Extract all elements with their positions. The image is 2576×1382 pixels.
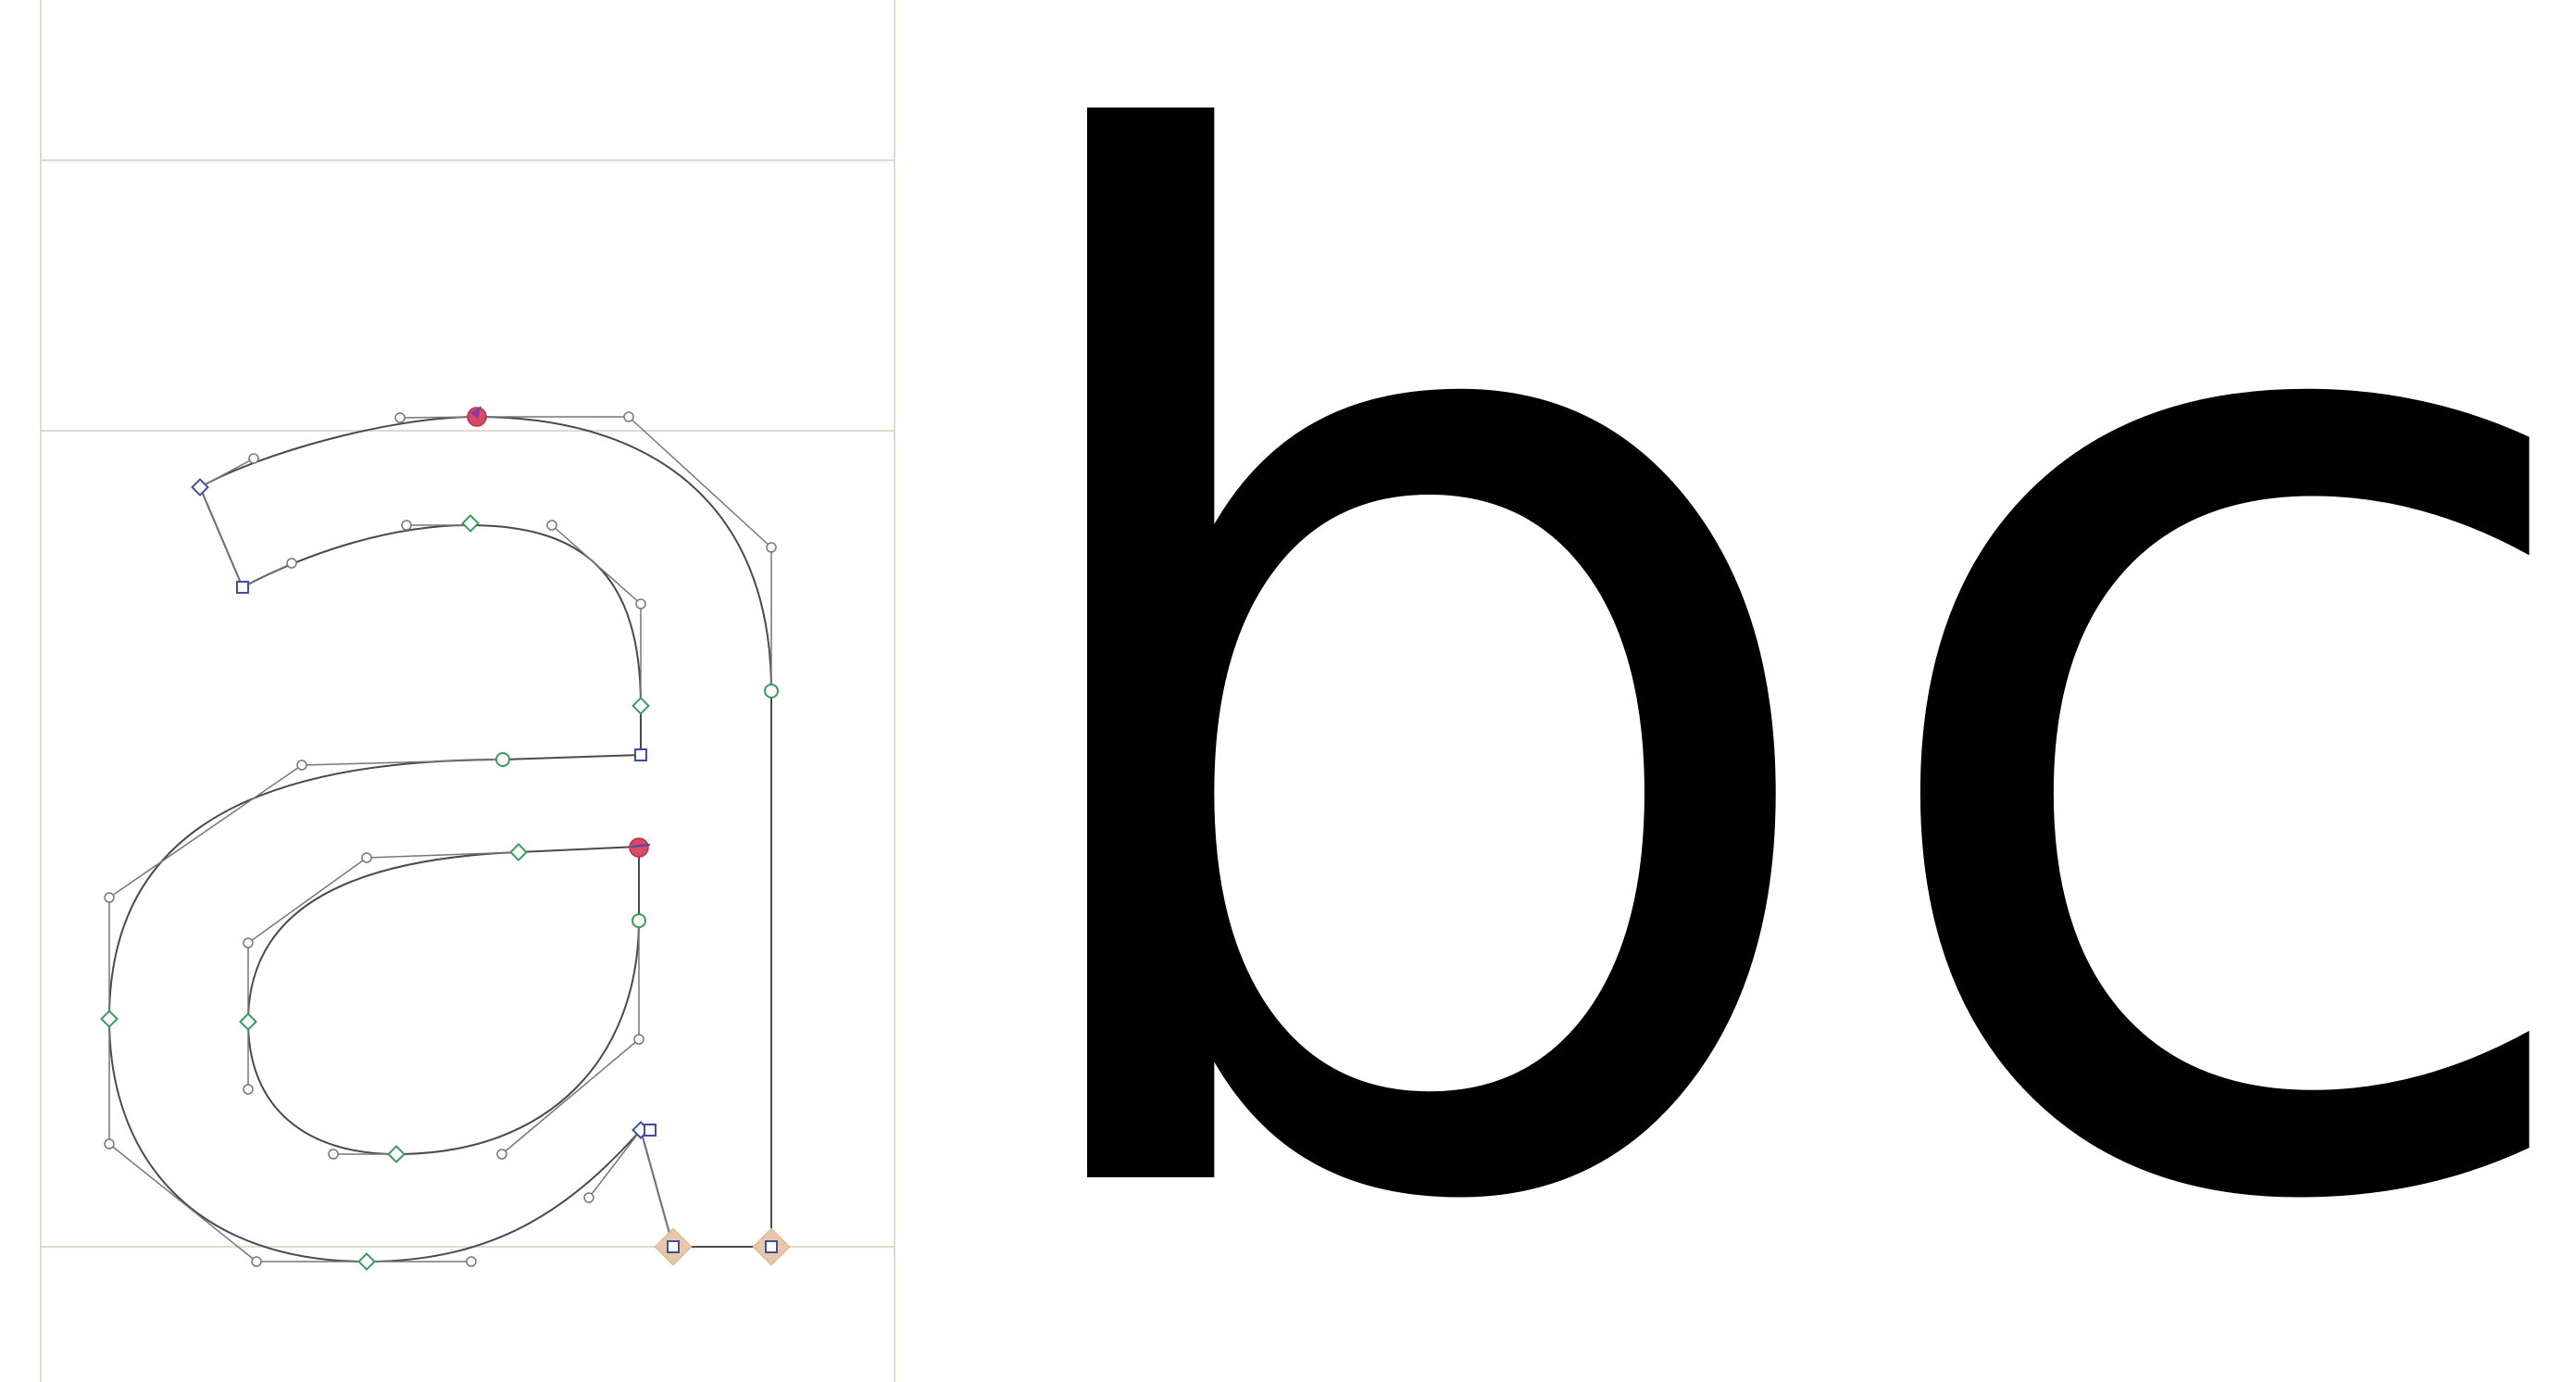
off-curve-point[interactable]: [624, 412, 633, 421]
off-curve-points[interactable]: [105, 412, 776, 1266]
preview-glyph-c: c: [1843, 0, 2576, 1382]
smooth-point[interactable]: [359, 1254, 375, 1270]
smooth-point[interactable]: [765, 685, 778, 697]
off-curve-point[interactable]: [767, 543, 776, 552]
off-curve-point[interactable]: [497, 1150, 506, 1159]
corner-point[interactable]: [193, 480, 208, 496]
off-curve-point[interactable]: [249, 454, 258, 463]
off-curve-point[interactable]: [244, 1085, 253, 1094]
preview-glyph-b: b: [959, 0, 1853, 1382]
off-curve-point[interactable]: [395, 413, 405, 422]
off-curve-point[interactable]: [287, 559, 296, 568]
smooth-point[interactable]: [389, 1147, 405, 1162]
smooth-point[interactable]: [511, 845, 527, 861]
corner-point[interactable]: [644, 1124, 656, 1136]
smooth-point[interactable]: [496, 753, 509, 766]
glyph-a-outline: [109, 417, 771, 1262]
handle-lines: [109, 417, 771, 1262]
smooth-point[interactable]: [633, 698, 649, 714]
smooth-point[interactable]: [102, 1011, 118, 1027]
off-curve-point[interactable]: [584, 1193, 594, 1202]
off-curve-point[interactable]: [252, 1257, 261, 1266]
corner-point[interactable]: [635, 749, 646, 760]
outer-contour: [109, 417, 771, 1262]
off-curve-point[interactable]: [105, 1139, 114, 1149]
selected-points[interactable]: [468, 406, 650, 857]
off-curve-point[interactable]: [634, 1035, 644, 1044]
smooth-points[interactable]: [102, 516, 778, 1270]
smooth-point[interactable]: [463, 516, 479, 532]
inner-contour: [248, 847, 639, 1154]
off-curve-point[interactable]: [636, 599, 645, 609]
corner-point[interactable]: [237, 582, 248, 593]
off-curve-point[interactable]: [547, 521, 556, 530]
smooth-point[interactable]: [241, 1014, 256, 1030]
off-curve-point[interactable]: [329, 1150, 338, 1159]
off-curve-point[interactable]: [362, 853, 371, 862]
corner-point[interactable]: [668, 1241, 679, 1252]
off-curve-point[interactable]: [467, 1257, 476, 1266]
corner-points[interactable]: [193, 480, 777, 1252]
smooth-point[interactable]: [632, 914, 645, 927]
off-curve-point[interactable]: [297, 760, 306, 770]
off-curve-point[interactable]: [402, 521, 411, 530]
off-curve-point[interactable]: [244, 938, 253, 948]
off-curve-point[interactable]: [105, 893, 114, 902]
selected-point[interactable]: [630, 838, 648, 857]
corner-point[interactable]: [766, 1241, 777, 1252]
